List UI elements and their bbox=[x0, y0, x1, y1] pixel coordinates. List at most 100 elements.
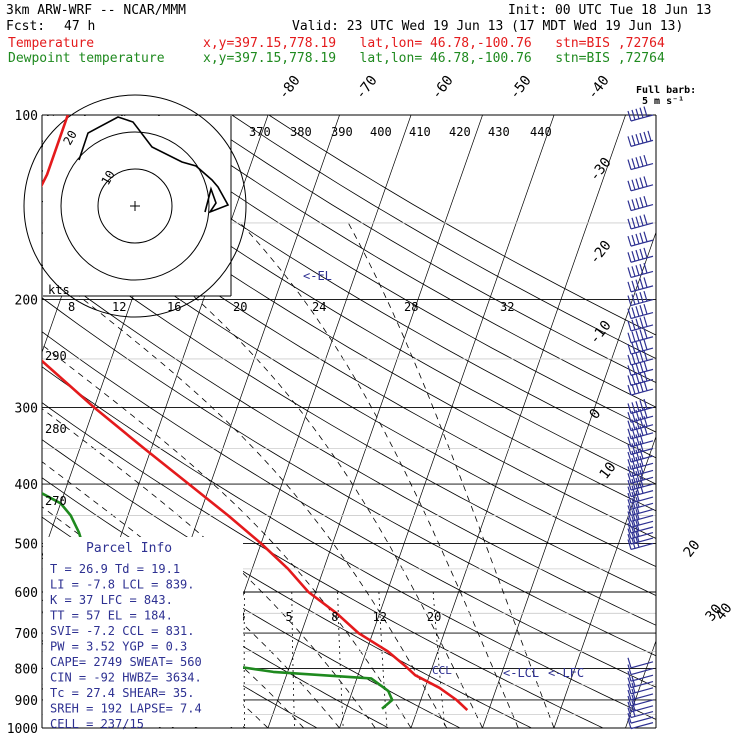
barb-flag bbox=[643, 231, 648, 242]
temperature-trace bbox=[42, 115, 469, 712]
wind-barb bbox=[627, 398, 654, 415]
wind-barb bbox=[627, 303, 654, 320]
wind-barb bbox=[627, 196, 654, 212]
barb-flag bbox=[639, 132, 644, 144]
barb-flag bbox=[635, 157, 640, 168]
wind-barb bbox=[627, 700, 654, 713]
wind-barb bbox=[627, 712, 654, 724]
barb-flag bbox=[631, 234, 636, 246]
wind-barb bbox=[627, 448, 654, 463]
barb-staff bbox=[630, 674, 654, 682]
barb-staff bbox=[630, 469, 654, 477]
barb-flag bbox=[631, 410, 636, 422]
pressure-tick-label: 400 bbox=[15, 478, 38, 493]
dewpoint-trace bbox=[42, 491, 394, 710]
mixing-ratio-label: 5 bbox=[286, 610, 293, 624]
barb-flag bbox=[635, 134, 640, 145]
wind-barb bbox=[627, 441, 654, 456]
barb-flag bbox=[627, 718, 632, 729]
wind-barb bbox=[627, 416, 654, 432]
barb-flag bbox=[627, 492, 632, 504]
forecast-label: Fcst: bbox=[6, 19, 46, 34]
barb-flag bbox=[635, 382, 640, 394]
barb-flag bbox=[631, 342, 636, 354]
barb-staff bbox=[630, 699, 654, 707]
barb-flag bbox=[627, 499, 632, 510]
lcl-marker: <-LCL bbox=[503, 666, 539, 680]
wind-barb bbox=[627, 176, 654, 192]
barb-flag bbox=[643, 131, 648, 143]
isotherm-label: -80 bbox=[276, 73, 304, 103]
barb-flag bbox=[635, 426, 640, 437]
barb-staff bbox=[630, 502, 654, 510]
barb-staff bbox=[630, 661, 654, 669]
barb-flag bbox=[635, 373, 640, 384]
barb-staff bbox=[630, 114, 654, 122]
theta-label: 280 bbox=[45, 422, 67, 436]
barb-flag bbox=[627, 159, 632, 170]
barb-flag bbox=[627, 712, 632, 724]
wind-barb bbox=[627, 316, 654, 332]
parcel-info-row: SREH = 192 LAPSE= 7.4 bbox=[50, 702, 202, 716]
barb-flag bbox=[635, 456, 640, 468]
barb-flag bbox=[639, 215, 644, 226]
barb-staff bbox=[630, 184, 654, 192]
speed-scale-label: 24 bbox=[312, 300, 326, 314]
wind-barb bbox=[627, 360, 654, 376]
barb-staff bbox=[630, 496, 654, 504]
barb-flag bbox=[627, 428, 632, 440]
moist-adiabat-line bbox=[107, 222, 483, 728]
barb-staff bbox=[630, 378, 654, 387]
wind-barb bbox=[627, 290, 654, 307]
barb-staff bbox=[630, 139, 654, 147]
barb-flag bbox=[631, 179, 636, 190]
moist-adiabat-line bbox=[347, 222, 555, 728]
barb-flag bbox=[631, 331, 636, 342]
dry-adiabat-line bbox=[194, 115, 656, 384]
temperature-location: x,y=397.15,778.19 lat,lon= 46.78,-100.76… bbox=[203, 36, 665, 51]
parcel-info-box: Parcel Info T = 26.9 Td = 19.1 LI = -7.8 L… bbox=[43, 537, 243, 731]
barb-flag bbox=[635, 496, 640, 508]
barb-flag bbox=[635, 318, 640, 329]
barb-flag bbox=[631, 465, 636, 476]
mixing-ratio-label: 8 bbox=[331, 610, 338, 624]
barb-flag bbox=[631, 532, 636, 544]
barb-flag bbox=[635, 279, 640, 290]
barb-flag bbox=[635, 434, 640, 445]
wind-barbs bbox=[627, 106, 654, 730]
wind-barb bbox=[627, 370, 654, 387]
barb-flag bbox=[639, 433, 644, 444]
wind-barb bbox=[627, 676, 654, 689]
isotherm-line bbox=[267, 115, 483, 728]
wind-barb bbox=[627, 469, 654, 484]
barb-flag bbox=[631, 504, 636, 515]
hodograph-ring bbox=[97, 168, 173, 244]
wind-barb bbox=[627, 262, 654, 279]
barb-flag bbox=[627, 295, 632, 306]
barb-flag bbox=[639, 107, 644, 118]
dewpoint-legend: Dewpoint temperature bbox=[8, 51, 165, 66]
isotherm-label: 20 bbox=[681, 537, 704, 560]
barb-flag bbox=[627, 701, 632, 712]
barb-flag bbox=[631, 374, 636, 385]
hodograph-ring-label: 10 bbox=[98, 168, 117, 188]
barb-flag bbox=[639, 455, 644, 467]
wind-barb bbox=[627, 350, 654, 366]
barb-flag bbox=[635, 198, 640, 209]
model-title: 3km ARW-WRF -- NCAR/MMM bbox=[6, 3, 187, 18]
theta-label: 370 bbox=[249, 125, 271, 139]
barb-staff bbox=[630, 358, 654, 366]
barb-flag bbox=[635, 249, 640, 261]
wind-barb bbox=[627, 154, 654, 171]
ccl-marker: CCL bbox=[432, 664, 452, 677]
barb-flag bbox=[627, 459, 632, 470]
barb-flag bbox=[643, 247, 648, 259]
wind-barb bbox=[627, 106, 654, 122]
barb-flag bbox=[635, 526, 640, 537]
barb-flag bbox=[639, 448, 644, 459]
barb-flag bbox=[631, 199, 636, 210]
barb-flag bbox=[627, 354, 632, 366]
barb-flag bbox=[639, 476, 644, 487]
barb-flag bbox=[627, 332, 632, 343]
theta-label: 420 bbox=[449, 125, 471, 139]
